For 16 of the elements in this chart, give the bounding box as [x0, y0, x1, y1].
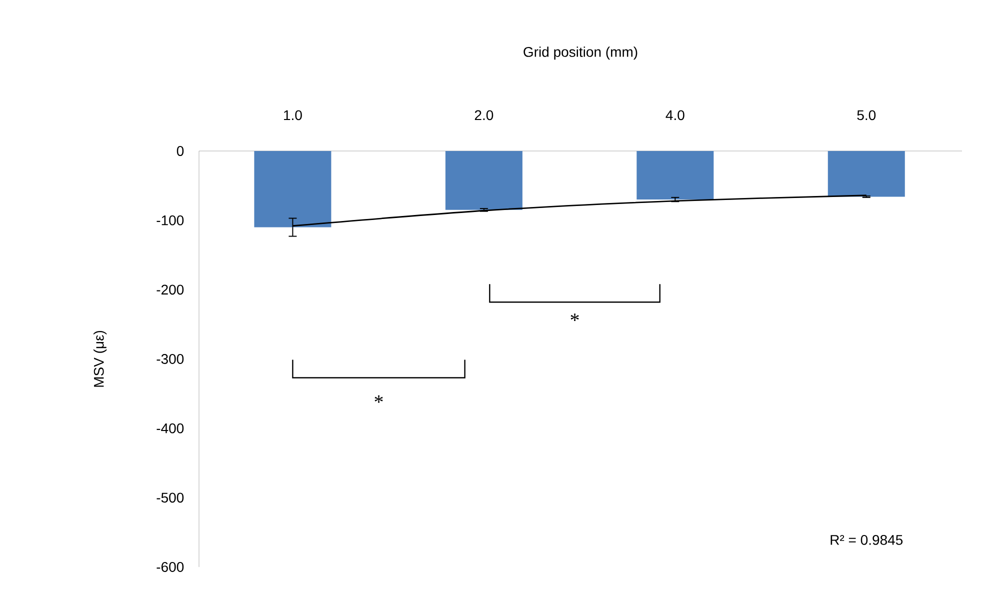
x-tick-label: 5.0	[857, 110, 876, 120]
annotation: R² = 0.9845	[830, 534, 903, 545]
y-axis-title: MSV (με)	[94, 330, 107, 387]
y-tick-label: -100	[156, 215, 184, 226]
y-tick-label: -300	[156, 354, 184, 364]
x-tick-label: 2.0	[474, 110, 494, 120]
y-tick-label: -400	[156, 423, 184, 434]
y-tick-label: 0	[176, 146, 184, 156]
y-tick-label: -500	[156, 492, 184, 503]
annotation: *	[374, 395, 383, 403]
x-tick-label: 1.0	[284, 110, 302, 120]
annotation: *	[570, 314, 579, 321]
x-tick-label: 4.0	[666, 110, 684, 120]
x-axis-title: Grid position (mm)	[524, 46, 638, 60]
y-tick-label: -600	[156, 562, 184, 572]
y-tick-label: -200	[156, 284, 184, 295]
